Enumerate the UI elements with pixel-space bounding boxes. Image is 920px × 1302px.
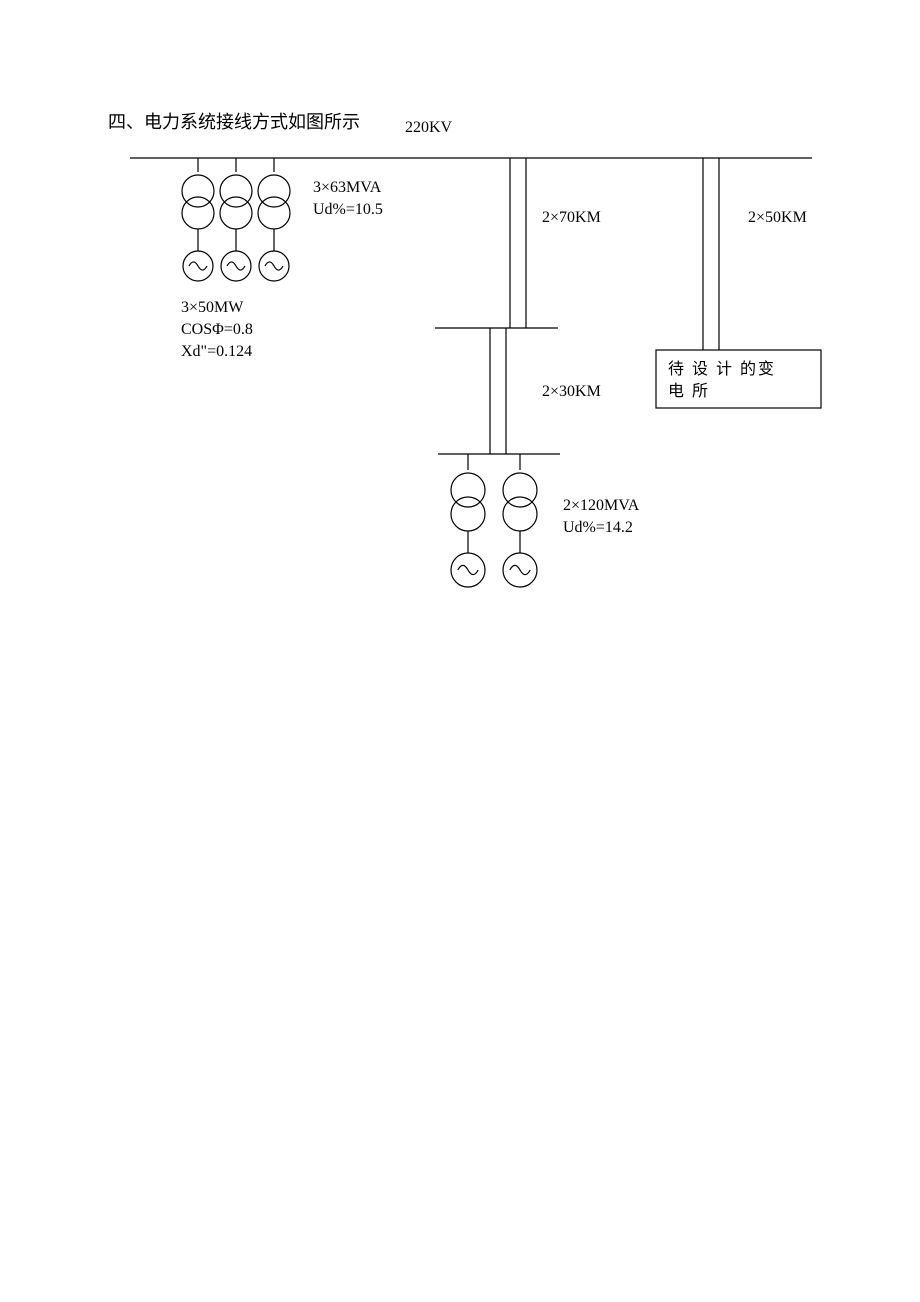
gen-transformer-group-1 <box>182 158 290 281</box>
line-50km <box>703 158 719 350</box>
power-system-diagram: 四、电力系统接线方式如图所示 220KV 3×63MVA Ud%=10.5 3×… <box>0 0 920 1302</box>
box-label-2: 电 所 <box>668 382 710 400</box>
tg1-rating-1: 3×63MVA <box>313 179 382 196</box>
line-30km <box>490 328 506 454</box>
tg2-rating-2: Ud%=14.2 <box>563 519 633 536</box>
voltage-label: 220KV <box>405 119 453 136</box>
tg1-rating-2: Ud%=10.5 <box>313 201 383 218</box>
page-title: 四、电力系统接线方式如图所示 <box>108 112 360 132</box>
gen-transformer-group-2 <box>451 454 537 587</box>
line30-label: 2×30KM <box>542 383 601 400</box>
line-70km <box>510 158 526 328</box>
line70-label: 2×70KM <box>542 209 601 226</box>
tg2-rating-1: 2×120MVA <box>563 497 640 514</box>
gg1-line1: 3×50MW <box>181 299 244 316</box>
gg1-line3: Xd"=0.124 <box>181 343 252 360</box>
box-label-1: 待 设 计 的变 <box>668 360 776 378</box>
gg1-line2: COSΦ=0.8 <box>181 321 253 338</box>
line50-label: 2×50KM <box>748 209 807 226</box>
